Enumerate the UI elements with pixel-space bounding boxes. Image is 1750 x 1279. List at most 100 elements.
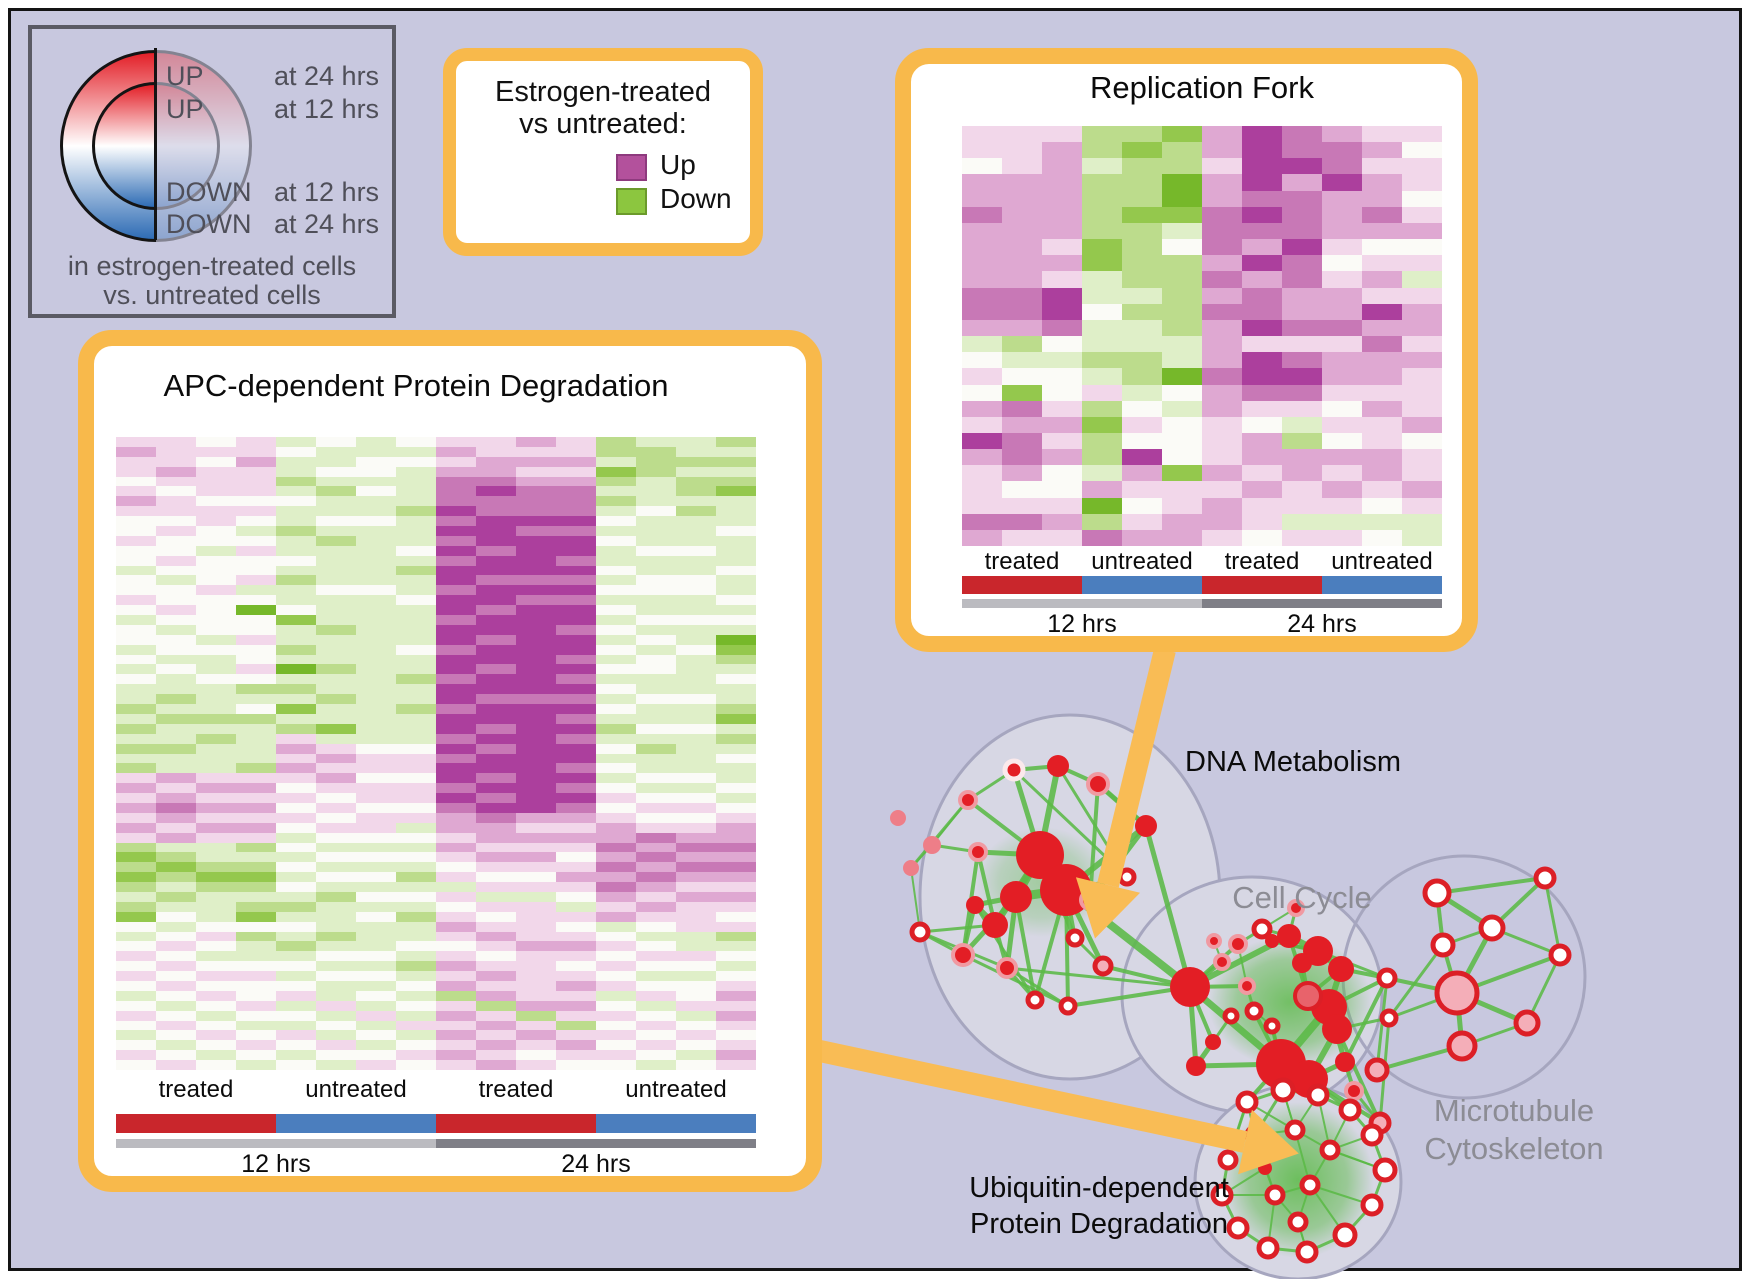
heatmap-cell	[276, 832, 316, 843]
heatmap-cell	[1242, 222, 1282, 240]
heatmap-cell	[396, 486, 436, 497]
heatmap-cell	[962, 400, 1002, 417]
network-node	[1360, 1123, 1384, 1147]
heatmap-cell	[356, 506, 396, 517]
heatmap-cell	[596, 654, 636, 665]
heatmap-cell	[1202, 481, 1242, 498]
heatmap-cell	[636, 634, 676, 645]
network-node	[890, 810, 906, 826]
heatmap-cell	[1042, 449, 1082, 466]
heatmap-cell	[156, 901, 196, 912]
network-edge	[1343, 976, 1389, 1064]
heatmap-cell	[962, 206, 1002, 223]
heatmap-cell	[236, 773, 276, 784]
heatmap-cell	[396, 526, 436, 536]
heatmap-cell	[396, 664, 436, 675]
heatmap-cell	[676, 723, 716, 734]
heatmap-cell	[476, 466, 516, 477]
heatmap-cell	[556, 1060, 596, 1070]
heatmap-cell	[436, 763, 476, 774]
heatmap-cell	[236, 891, 276, 902]
heatmap-cell	[596, 1030, 636, 1041]
heatmap-cell	[636, 891, 676, 902]
network-node	[1264, 1184, 1286, 1206]
heatmap-cell	[196, 941, 236, 952]
network-node	[1040, 864, 1092, 916]
heatmap-cell	[1042, 142, 1082, 159]
rf-treated-bar	[1202, 576, 1322, 594]
heatmap-cell	[1002, 174, 1042, 191]
heatmap-cell	[1322, 287, 1362, 304]
heatmap-cell	[636, 921, 676, 932]
heatmap-cell	[396, 466, 436, 477]
heatmap-cell	[436, 852, 476, 863]
heatmap-cell	[1282, 336, 1322, 353]
heatmap-cell	[596, 1000, 636, 1011]
heatmap-cell	[676, 1030, 716, 1041]
heatmap-cell	[436, 733, 476, 744]
heatmap-cell	[156, 486, 196, 497]
circle-legend-box: UP at 24 hrs UP at 12 hrs DOWN at 12 hrs…	[28, 25, 396, 318]
heatmap-cell	[1362, 142, 1402, 159]
heatmap-cell	[236, 486, 276, 497]
heatmap-cell	[1322, 222, 1362, 240]
heatmap-cell	[236, 496, 276, 507]
heatmap-cell	[356, 555, 396, 566]
network-node	[951, 943, 975, 967]
heatmap-cell	[1162, 352, 1202, 369]
heatmap-cell	[156, 456, 196, 467]
heatmap-cell	[516, 466, 556, 477]
heatmap-cell	[1122, 126, 1162, 143]
heatmap-cell	[556, 852, 596, 863]
heatmap-cell	[962, 449, 1002, 466]
network-node	[1295, 1240, 1319, 1264]
heatmap-cell	[556, 793, 596, 803]
heatmap-cell	[436, 891, 476, 902]
heatmap-cell	[356, 822, 396, 833]
heatmap-cell	[962, 416, 1002, 433]
heatmap-cell	[276, 1060, 316, 1070]
heatmap-cell	[436, 822, 476, 833]
heatmap-cell	[396, 694, 436, 705]
heatmap-cell	[436, 1010, 476, 1021]
heatmap-cell	[636, 812, 676, 823]
heatmap-cell	[1122, 336, 1162, 353]
heatmap-cell	[636, 980, 676, 991]
heatmap-cell	[676, 516, 716, 527]
heatmap-cell	[476, 723, 516, 734]
network-node	[1092, 955, 1114, 977]
heatmap-cell	[156, 595, 196, 606]
heatmap-cell	[1402, 368, 1442, 385]
heatmap-cell	[1202, 336, 1242, 353]
cluster-label-ubiquitin-protein-degradation-2: Protein Degradation	[970, 1208, 1228, 1240]
heatmap-cell	[396, 1020, 436, 1031]
heatmap-cell	[1002, 465, 1042, 482]
heatmap-cell	[636, 1000, 676, 1011]
heatmap-cell	[1362, 336, 1402, 353]
heatmap-cell	[556, 1030, 596, 1041]
heatmap-cell	[1402, 465, 1442, 482]
heatmap-cell	[236, 713, 276, 724]
heatmap-cell	[1362, 497, 1402, 514]
heatmap-cell	[196, 842, 236, 853]
heatmap-cell	[116, 931, 156, 942]
heatmap-cell	[716, 654, 756, 665]
heatmap-cell	[476, 1030, 516, 1041]
heatmap-cell	[396, 733, 436, 744]
heatmap-cell	[556, 595, 596, 606]
heatmap-cell	[276, 743, 316, 754]
heatmap-cell	[676, 704, 716, 714]
network-node	[1344, 1081, 1364, 1101]
heatmap-cell	[236, 1010, 276, 1021]
heatmap-cell	[356, 466, 396, 477]
heatmap-cell	[276, 822, 316, 833]
heatmap-cell	[196, 733, 236, 744]
heatmap-cell	[356, 951, 396, 962]
heatmap-cell	[156, 694, 196, 705]
heatmap-cell	[476, 812, 516, 823]
heatmap-cell	[436, 575, 476, 586]
heatmap-cell	[596, 565, 636, 576]
heatmap-cell	[236, 901, 276, 912]
heatmap-cell	[356, 476, 396, 487]
heatmap-cell	[316, 753, 356, 764]
